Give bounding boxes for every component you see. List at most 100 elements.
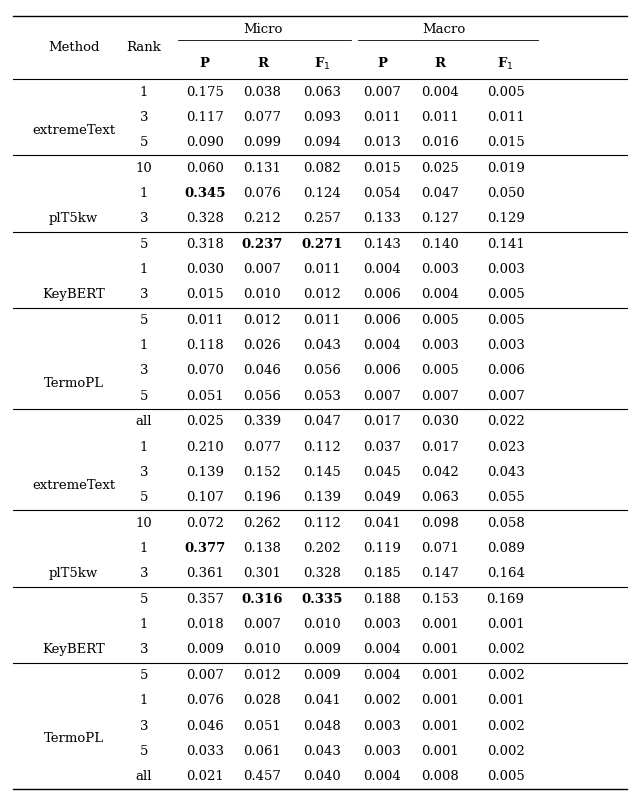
Text: 0.001: 0.001 <box>422 694 459 707</box>
Text: 0.361: 0.361 <box>186 567 224 580</box>
Text: 0.196: 0.196 <box>243 491 282 504</box>
Text: 0.015: 0.015 <box>364 161 401 175</box>
Text: 0.007: 0.007 <box>363 85 401 98</box>
Text: 0.145: 0.145 <box>303 466 340 479</box>
Text: TermoPL: TermoPL <box>44 377 104 390</box>
Text: 0.004: 0.004 <box>422 85 459 98</box>
Text: 0.050: 0.050 <box>487 187 524 200</box>
Text: 0.004: 0.004 <box>364 770 401 783</box>
Text: 10: 10 <box>136 161 152 175</box>
Text: 0.094: 0.094 <box>303 137 341 149</box>
Text: F$_1$: F$_1$ <box>314 55 330 72</box>
Text: 0.021: 0.021 <box>186 770 223 783</box>
Text: 0.010: 0.010 <box>303 618 340 631</box>
Text: 0.016: 0.016 <box>421 137 460 149</box>
Text: 0.033: 0.033 <box>186 745 224 758</box>
Text: 0.006: 0.006 <box>363 314 401 327</box>
Text: 0.002: 0.002 <box>364 694 401 707</box>
Text: TermoPL: TermoPL <box>44 732 104 745</box>
Text: 1: 1 <box>140 187 148 200</box>
Text: 0.003: 0.003 <box>363 618 401 631</box>
Text: 3: 3 <box>140 364 148 377</box>
Text: 0.005: 0.005 <box>422 314 459 327</box>
Text: 0.007: 0.007 <box>186 669 224 682</box>
Text: 10: 10 <box>136 517 152 530</box>
Text: 0.143: 0.143 <box>363 238 401 251</box>
Text: 0.133: 0.133 <box>363 213 401 225</box>
Text: 0.007: 0.007 <box>243 263 282 276</box>
Text: 0.127: 0.127 <box>421 213 460 225</box>
Text: 0.377: 0.377 <box>184 542 225 555</box>
Text: 0.011: 0.011 <box>303 263 340 276</box>
Text: P: P <box>377 57 387 70</box>
Text: 5: 5 <box>140 390 148 403</box>
Text: 0.045: 0.045 <box>364 466 401 479</box>
Text: 0.056: 0.056 <box>243 390 282 403</box>
Text: 0.002: 0.002 <box>487 720 524 733</box>
Text: 0.054: 0.054 <box>364 187 401 200</box>
Text: 0.007: 0.007 <box>421 390 460 403</box>
Text: KeyBERT: KeyBERT <box>42 288 105 301</box>
Text: 0.055: 0.055 <box>487 491 524 504</box>
Text: 0.129: 0.129 <box>486 213 525 225</box>
Text: 0.140: 0.140 <box>422 238 459 251</box>
Text: 0.090: 0.090 <box>186 137 224 149</box>
Text: 0.089: 0.089 <box>486 542 525 555</box>
Text: plT5kw: plT5kw <box>49 567 98 580</box>
Text: 0.188: 0.188 <box>364 593 401 606</box>
Text: 0.076: 0.076 <box>186 694 224 707</box>
Text: 0.077: 0.077 <box>243 111 282 124</box>
Text: 0.004: 0.004 <box>364 263 401 276</box>
Text: 3: 3 <box>140 288 148 301</box>
Text: 0.004: 0.004 <box>364 669 401 682</box>
Text: 0.043: 0.043 <box>486 466 525 479</box>
Text: 0.018: 0.018 <box>186 618 223 631</box>
Text: 0.301: 0.301 <box>243 567 282 580</box>
Text: 0.001: 0.001 <box>422 643 459 657</box>
Text: 0.077: 0.077 <box>243 440 282 454</box>
Text: 0.042: 0.042 <box>422 466 459 479</box>
Text: 0.005: 0.005 <box>422 364 459 377</box>
Text: 5: 5 <box>140 593 148 606</box>
Text: 0.060: 0.060 <box>186 161 224 175</box>
Text: extremeText: extremeText <box>32 124 115 137</box>
Text: 0.175: 0.175 <box>186 85 224 98</box>
Text: 0.098: 0.098 <box>421 517 460 530</box>
Text: 0.257: 0.257 <box>303 213 341 225</box>
Text: all: all <box>136 415 152 428</box>
Text: 0.357: 0.357 <box>186 593 224 606</box>
Text: 0.023: 0.023 <box>486 440 525 454</box>
Text: 0.048: 0.048 <box>303 720 340 733</box>
Text: 0.004: 0.004 <box>364 339 401 352</box>
Text: 0.005: 0.005 <box>487 288 524 301</box>
Text: 0.152: 0.152 <box>244 466 281 479</box>
Text: 0.271: 0.271 <box>301 238 342 251</box>
Text: 0.237: 0.237 <box>242 238 283 251</box>
Text: 0.002: 0.002 <box>487 643 524 657</box>
Text: 0.046: 0.046 <box>186 720 224 733</box>
Text: 0.005: 0.005 <box>487 85 524 98</box>
Text: 0.328: 0.328 <box>186 213 224 225</box>
Text: 0.015: 0.015 <box>186 288 223 301</box>
Text: 0.169: 0.169 <box>486 593 525 606</box>
Text: 5: 5 <box>140 745 148 758</box>
Text: 0.051: 0.051 <box>186 390 223 403</box>
Text: 0.010: 0.010 <box>244 643 281 657</box>
Text: 0.003: 0.003 <box>363 745 401 758</box>
Text: 0.011: 0.011 <box>487 111 524 124</box>
Text: 1: 1 <box>140 542 148 555</box>
Text: 5: 5 <box>140 314 148 327</box>
Text: plT5kw: plT5kw <box>49 213 98 225</box>
Text: 0.107: 0.107 <box>186 491 224 504</box>
Text: 0.028: 0.028 <box>244 694 281 707</box>
Text: 5: 5 <box>140 669 148 682</box>
Text: 0.025: 0.025 <box>422 161 459 175</box>
Text: 0.011: 0.011 <box>364 111 401 124</box>
Text: 0.076: 0.076 <box>243 187 282 200</box>
Text: 0.212: 0.212 <box>244 213 281 225</box>
Text: 0.009: 0.009 <box>186 643 224 657</box>
Text: 0.003: 0.003 <box>421 339 460 352</box>
Text: 0.139: 0.139 <box>186 466 224 479</box>
Text: R: R <box>257 57 268 70</box>
Text: 0.049: 0.049 <box>363 491 401 504</box>
